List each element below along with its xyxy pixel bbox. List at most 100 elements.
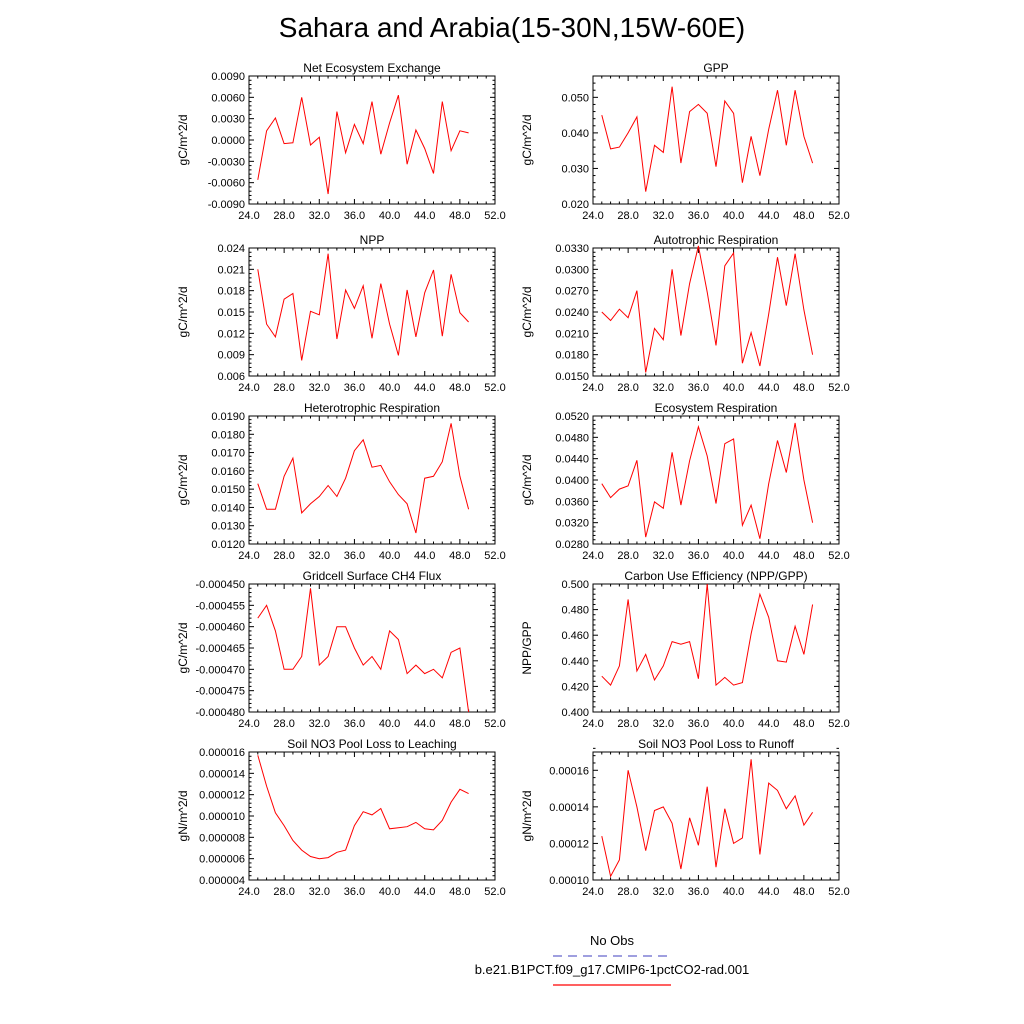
y-tick-label: 0.500: [561, 579, 589, 591]
y-tick-label: 0.020: [561, 199, 589, 211]
x-tick-label: 44.0: [758, 550, 779, 562]
x-tick-label: 44.0: [414, 886, 435, 898]
y-axis-label: gC/m^2/d: [520, 455, 534, 506]
x-tick-label: 44.0: [758, 382, 779, 394]
x-tick-label: 40.0: [379, 382, 400, 394]
x-tick-label: 40.0: [379, 550, 400, 562]
x-tick-label: 36.0: [688, 550, 709, 562]
y-tick-label: -0.000450: [195, 579, 245, 591]
x-tick-label: 40.0: [379, 718, 400, 730]
x-tick-label: 32.0: [653, 718, 674, 730]
x-tick-label: 36.0: [344, 886, 365, 898]
legend-label-no-obs: No Obs: [589, 933, 635, 948]
x-tick-label: 44.0: [414, 550, 435, 562]
y-tick-label: 0.000006: [199, 854, 245, 866]
x-tick-label: 36.0: [344, 550, 365, 562]
y-tick-label: 0.420: [561, 681, 589, 693]
y-axis-label: gC/m^2/d: [520, 287, 534, 338]
y-tick-label: -0.0090: [208, 199, 245, 211]
y-axis-label: gC/m^2/d: [176, 455, 190, 506]
y-tick-label: 0.0180: [555, 350, 589, 362]
panel-gpp: GPP gC/m^2/d 24.0 28.0 32.0 36.0 40.0 44.0 48.0 5…: [520, 61, 850, 222]
y-tick-label: 0.0000: [211, 135, 245, 147]
x-tick-label: 40.0: [379, 210, 400, 222]
figure-title: Sahara and Arabia(15-30N,15W-60E): [278, 12, 746, 43]
x-tick-label: 48.0: [793, 886, 814, 898]
panel-net-ecosystem-exchange: Net Ecosystem Exchange gC/m^2/d 24.0 28.0 32…: [176, 61, 506, 222]
y-axis-label: gC/m^2/d: [176, 623, 190, 674]
y-tick-label: 0.000010: [199, 811, 245, 823]
x-tick-label: 32.0: [309, 550, 330, 562]
series-line: [601, 245, 814, 373]
y-tick-label: 0.000016: [199, 747, 245, 759]
y-axis-label: gN/m^2/d: [520, 791, 534, 842]
y-tick-label: -0.000465: [195, 643, 245, 655]
y-tick-label: 0.0400: [555, 475, 589, 487]
y-tick-label: 0.0090: [211, 71, 245, 83]
panel-title: GPP: [703, 61, 728, 75]
x-tick-label: 36.0: [344, 718, 365, 730]
y-tick-label: 0.050: [561, 92, 589, 104]
x-tick-label: 52.0: [828, 886, 849, 898]
y-axis-label: gN/m^2/d: [176, 791, 190, 842]
y-tick-label: 0.00014: [549, 802, 589, 814]
y-tick-label: 0.0480: [555, 432, 589, 444]
x-tick-label: 32.0: [309, 210, 330, 222]
x-tick-label: 24.0: [582, 210, 603, 222]
x-tick-label: 44.0: [414, 210, 435, 222]
y-tick-label: -0.000480: [195, 707, 245, 719]
panel-title: Soil NO3 Pool Loss to Leaching: [287, 737, 456, 751]
panel-title: Ecosystem Respiration: [655, 401, 778, 415]
y-tick-label: 0.000014: [199, 768, 245, 780]
x-tick-label: 28.0: [273, 886, 294, 898]
y-tick-label: -0.0060: [208, 178, 245, 190]
panel-soil-no3-pool-loss-to-leaching: Soil NO3 Pool Loss to Leaching gN/m^2/d 24…: [176, 737, 506, 898]
x-tick-label: 36.0: [688, 382, 709, 394]
x-tick-label: 44.0: [758, 718, 779, 730]
x-tick-label: 52.0: [484, 886, 505, 898]
x-tick-label: 40.0: [723, 550, 744, 562]
y-tick-label: 0.000012: [199, 790, 245, 802]
x-tick-label: 44.0: [758, 210, 779, 222]
panel-carbon-use-efficiency-npp-gpp: Carbon Use Efficiency (NPP/GPP) NPP/GPP 24…: [520, 569, 850, 730]
x-tick-label: 24.0: [582, 550, 603, 562]
y-tick-label: -0.0030: [208, 156, 245, 168]
panel-gridcell-surface-ch4-flux: Gridcell Surface CH4 Flux gC/m^2/d 24.0 28.…: [176, 569, 506, 730]
y-tick-label: 0.0210: [555, 328, 589, 340]
x-tick-label: 28.0: [617, 550, 638, 562]
y-tick-label: 0.0140: [211, 502, 245, 514]
panel-autotrophic-respiration: Autotrophic Respiration gC/m^2/d 24.0 28.0 3…: [520, 233, 850, 394]
y-tick-label: 0.0030: [211, 114, 245, 126]
series-line: [257, 423, 470, 534]
y-tick-label: 0.0120: [211, 539, 245, 551]
x-tick-label: 28.0: [273, 550, 294, 562]
y-tick-label: 0.0170: [211, 448, 245, 460]
y-axis-label: gC/m^2/d: [176, 115, 190, 166]
y-tick-label: 0.024: [217, 243, 245, 255]
y-axis-label: gC/m^2/d: [176, 287, 190, 338]
series-line: [601, 422, 814, 539]
y-tick-label: 0.0150: [555, 371, 589, 383]
x-tick-label: 48.0: [449, 550, 470, 562]
y-tick-label: 0.0130: [211, 521, 245, 533]
y-tick-label: 0.000004: [199, 875, 245, 887]
x-tick-label: 28.0: [617, 886, 638, 898]
x-tick-label: 48.0: [449, 382, 470, 394]
y-tick-label: 0.0150: [211, 484, 245, 496]
x-tick-label: 24.0: [238, 886, 259, 898]
y-tick-label: 0.400: [561, 707, 589, 719]
x-tick-label: 36.0: [344, 382, 365, 394]
panel-title: Net Ecosystem Exchange: [303, 61, 441, 75]
x-tick-label: 28.0: [273, 382, 294, 394]
panel-title: Autotrophic Respiration: [654, 233, 779, 247]
y-tick-label: 0.030: [561, 163, 589, 175]
x-tick-label: 28.0: [617, 718, 638, 730]
x-tick-label: 44.0: [758, 886, 779, 898]
x-tick-label: 32.0: [653, 210, 674, 222]
y-tick-label: 0.012: [217, 328, 245, 340]
series-line: [601, 86, 814, 192]
x-tick-label: 52.0: [484, 210, 505, 222]
y-tick-label: 0.480: [561, 605, 589, 617]
